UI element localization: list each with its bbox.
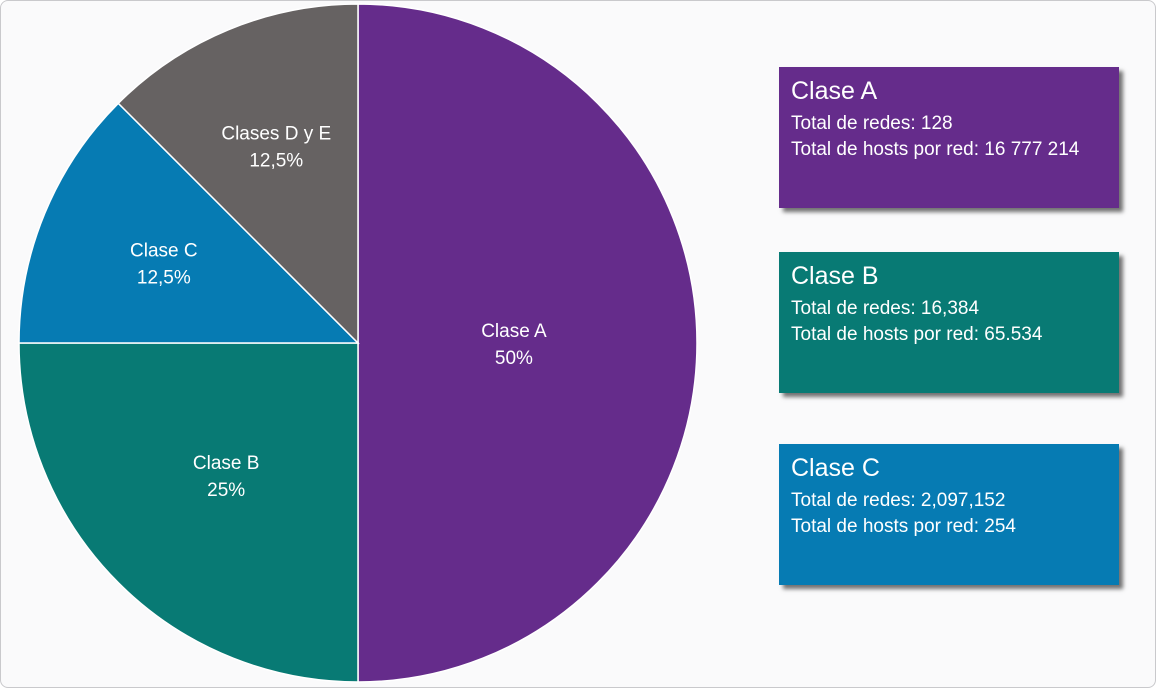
pie-slice-clase-b [18,342,359,683]
pie-slice-clases-d-y-e [117,3,359,345]
card-title: Clase A [791,77,878,105]
pie-slice-clase-c [18,102,360,344]
card-clase-b: Clase B Total de redes: 16,384 Total de … [779,252,1119,393]
slice-percent-label: 50% [495,348,533,369]
slice-label: Clase A [481,321,547,342]
card-redes: Total de redes: 16,384 [791,298,980,319]
slice-label: Clase C [130,241,198,262]
slice-label: Clases D y E [221,124,331,145]
slice-percent-label: 25% [207,480,245,501]
slice-percent-label: 12,5% [249,151,303,172]
slice-label: Clase B [193,453,260,474]
card-title: Clase B [791,262,879,290]
card-redes: Total de redes: 2,097,152 [791,490,1006,511]
card-clase-c: Clase C Total de redes: 2,097,152 Total … [779,444,1119,585]
card-hosts: Total de hosts por red: 254 [791,516,1016,537]
slice-percent-label: 12,5% [137,268,191,289]
card-hosts: Total de hosts por red: 65.534 [791,324,1043,345]
card-clase-a: Clase A Total de redes: 128 Total de hos… [779,67,1119,208]
card-title: Clase C [791,454,880,482]
card-redes: Total de redes: 128 [791,113,953,134]
card-hosts: Total de hosts por red: 16 777 214 [791,139,1080,160]
pie-slice-clase-a [357,3,698,683]
